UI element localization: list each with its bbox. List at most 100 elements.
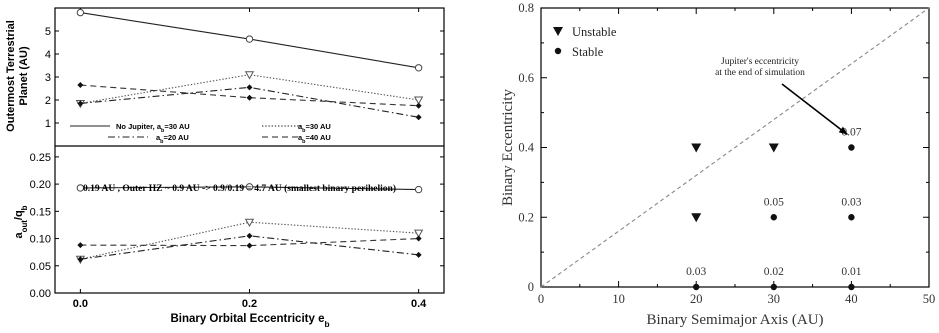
x-tick-label: 20 (690, 292, 703, 306)
bottom-data-point (413, 229, 424, 238)
point-value-label: 0.03 (841, 196, 861, 208)
bottom-series-line (80, 221, 419, 260)
top-data-point (246, 94, 253, 101)
subscript: b (160, 139, 164, 145)
x-axis-label: Binary Semimajor Axis (AU) (646, 312, 823, 328)
legend-label: ab=20 AU (156, 133, 189, 145)
bottom-data-point (77, 256, 84, 263)
point-value-label: 0.03 (686, 266, 706, 278)
top-data-point (245, 35, 254, 43)
text-span: a (298, 133, 303, 142)
bottom-data-point (415, 251, 422, 258)
x-tick-label: 40 (845, 292, 858, 306)
top-data-point (415, 114, 422, 121)
stable-point (770, 283, 777, 291)
legend-label: ab=30 AU (298, 122, 331, 134)
top-data-point (415, 102, 422, 109)
bottom-series-line (80, 238, 419, 247)
y-tick-label-bottom: 0.20 (30, 179, 51, 191)
unstable-point (691, 143, 702, 153)
point-value-label: 0.01 (841, 266, 861, 278)
bottom-data-point (246, 232, 253, 239)
bottom-data-point (245, 183, 254, 191)
y-tick-label-bottom: 0.10 (30, 234, 51, 246)
bottom-data-point (76, 184, 85, 192)
x-axis-label: Binary Orbital Eccentricity eb (170, 313, 329, 329)
stable-point (848, 144, 855, 151)
unstable-point (768, 143, 779, 153)
text-span: a (13, 232, 25, 239)
point-value-label: 0.07 (841, 127, 861, 139)
top-data-point (414, 64, 423, 72)
text-span: a (298, 122, 303, 131)
text-span: /q (13, 210, 25, 220)
y-tick-label-top: 4 (45, 49, 51, 61)
unstable-point (691, 213, 702, 223)
bottom-data-point (77, 242, 84, 249)
x-tick-label: 10 (612, 292, 625, 306)
x-tick-label: 0.2 (242, 298, 257, 310)
y-tick-label-bottom: 0.05 (30, 261, 51, 273)
x-tick-label: 30 (768, 292, 781, 306)
text-span: =30 AU (305, 122, 330, 131)
top-data-point (76, 8, 85, 17)
text-span: =30 AU (164, 122, 189, 131)
x-tick-label: 0.4 (411, 298, 427, 310)
y-axis-label-top: Planet (AU) (18, 46, 30, 106)
stable-point (693, 283, 700, 291)
bottom-data-point (246, 242, 253, 249)
legend-unstable-marker (553, 27, 563, 36)
subscript: b (161, 128, 165, 134)
y-tick-label: 0.4 (518, 141, 534, 155)
y-tick-label-bottom: 0.15 (30, 206, 51, 218)
right-figure: 0 10 20 30 40 50 0 0.2 0.4 0.6 0.8 0.03 0.02 0.01 0.05… (500, 1, 935, 328)
point-value-label: 0.05 (764, 196, 784, 208)
stable-point (848, 283, 855, 291)
annotation-line: at the end of simulation (715, 67, 805, 78)
subscript: b (324, 320, 329, 329)
y-axis-label-bottom: aout/qb (13, 205, 29, 238)
stable-point (770, 214, 777, 221)
text-span: a (156, 133, 161, 142)
top-series-line (80, 86, 419, 118)
top-data-point (413, 96, 424, 105)
top-data-point (77, 100, 84, 107)
top-data-point (77, 82, 84, 89)
subscript: b (302, 139, 306, 145)
y-axis-label-top: Outermost Terrestrial (5, 20, 17, 132)
bottom-annotation: 0.19 AU , Outer HZ ~ 0.9 AU -> 0.9/0.19 … (83, 183, 396, 194)
top-data-point (246, 84, 253, 91)
left-frame (54, 7, 445, 294)
legend-stable-label: Stable (572, 45, 604, 59)
subscript: out (20, 220, 29, 233)
top-data-point (244, 71, 255, 80)
text-span: No Jupiter, a (116, 122, 162, 131)
text-span: Binary Orbital Eccentricity e (170, 313, 324, 325)
y-tick-label-bottom: 0.00 (30, 288, 51, 300)
bottom-data-point (415, 235, 422, 242)
y-tick-label-top: 2 (45, 95, 51, 107)
point-value-label: 0.02 (764, 266, 784, 278)
y-tick-label-top: 3 (45, 72, 51, 84)
top-series-line (80, 74, 419, 104)
y-tick-label-top: 5 (45, 26, 51, 38)
stable-point (848, 214, 855, 221)
annotation-arrowhead (838, 126, 848, 135)
x-tick-label: 0.0 (73, 298, 88, 310)
top-series-line (80, 84, 419, 107)
subscript: b (20, 205, 29, 210)
y-tick-label: 0 (528, 280, 534, 294)
annotation-line: Jupiter's eccentricity (721, 57, 799, 67)
legend-unstable-label: Unstable (572, 25, 617, 39)
legend-stable-marker (554, 47, 562, 55)
text-span: =20 AU (163, 133, 188, 142)
y-tick-label: 0.6 (518, 71, 534, 85)
legend-label: ab=40 AU (298, 133, 331, 145)
y-tick-label: 0.8 (518, 1, 534, 15)
annotation-arrow (781, 83, 848, 136)
subscript: b (302, 128, 306, 134)
y-tick-label-top: 1 (45, 118, 51, 130)
y-tick-label: 0.2 (518, 210, 534, 224)
bottom-data-point (414, 185, 423, 194)
